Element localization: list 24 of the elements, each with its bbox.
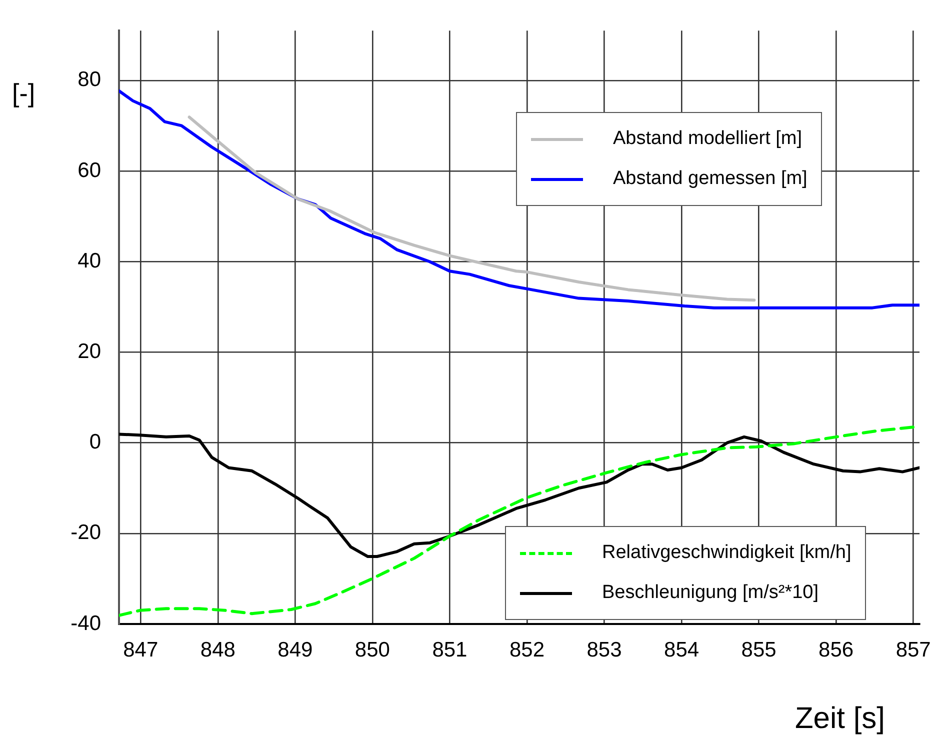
x-tick-label: 856 bbox=[818, 638, 854, 662]
x-tick-label: 855 bbox=[741, 638, 776, 662]
y-axis-title: [-] bbox=[12, 78, 36, 109]
legend-label: Beschleunigung [m/s²*10] bbox=[602, 582, 819, 604]
x-tick-label: 848 bbox=[200, 638, 236, 662]
y-tick-label: 20 bbox=[78, 340, 101, 364]
y-tick-label: -20 bbox=[70, 521, 101, 544]
x-tick-label: 847 bbox=[123, 638, 158, 662]
x-tick-label: 849 bbox=[278, 638, 313, 662]
legend-label: Relativgeschwindigkeit [km/h] bbox=[602, 542, 852, 564]
x-tick-label: 853 bbox=[586, 638, 622, 662]
legend-label: Abstand gemessen [m] bbox=[613, 168, 808, 190]
legend-label: Abstand modelliert [m] bbox=[613, 128, 802, 150]
y-tick-label: 60 bbox=[78, 158, 101, 182]
x-tick-label: 857 bbox=[896, 638, 931, 662]
y-tick-label: 40 bbox=[78, 249, 101, 272]
y-tick-label: -40 bbox=[70, 612, 101, 635]
x-tick-label: 850 bbox=[354, 638, 390, 662]
x-tick-label: 854 bbox=[664, 638, 700, 662]
x-tick-label: 851 bbox=[432, 638, 468, 662]
x-axis-title: Zeit [s] bbox=[794, 702, 885, 736]
y-tick-label: 0 bbox=[89, 430, 101, 454]
x-tick-label: 852 bbox=[509, 638, 545, 662]
y-tick-label: 80 bbox=[78, 68, 101, 92]
